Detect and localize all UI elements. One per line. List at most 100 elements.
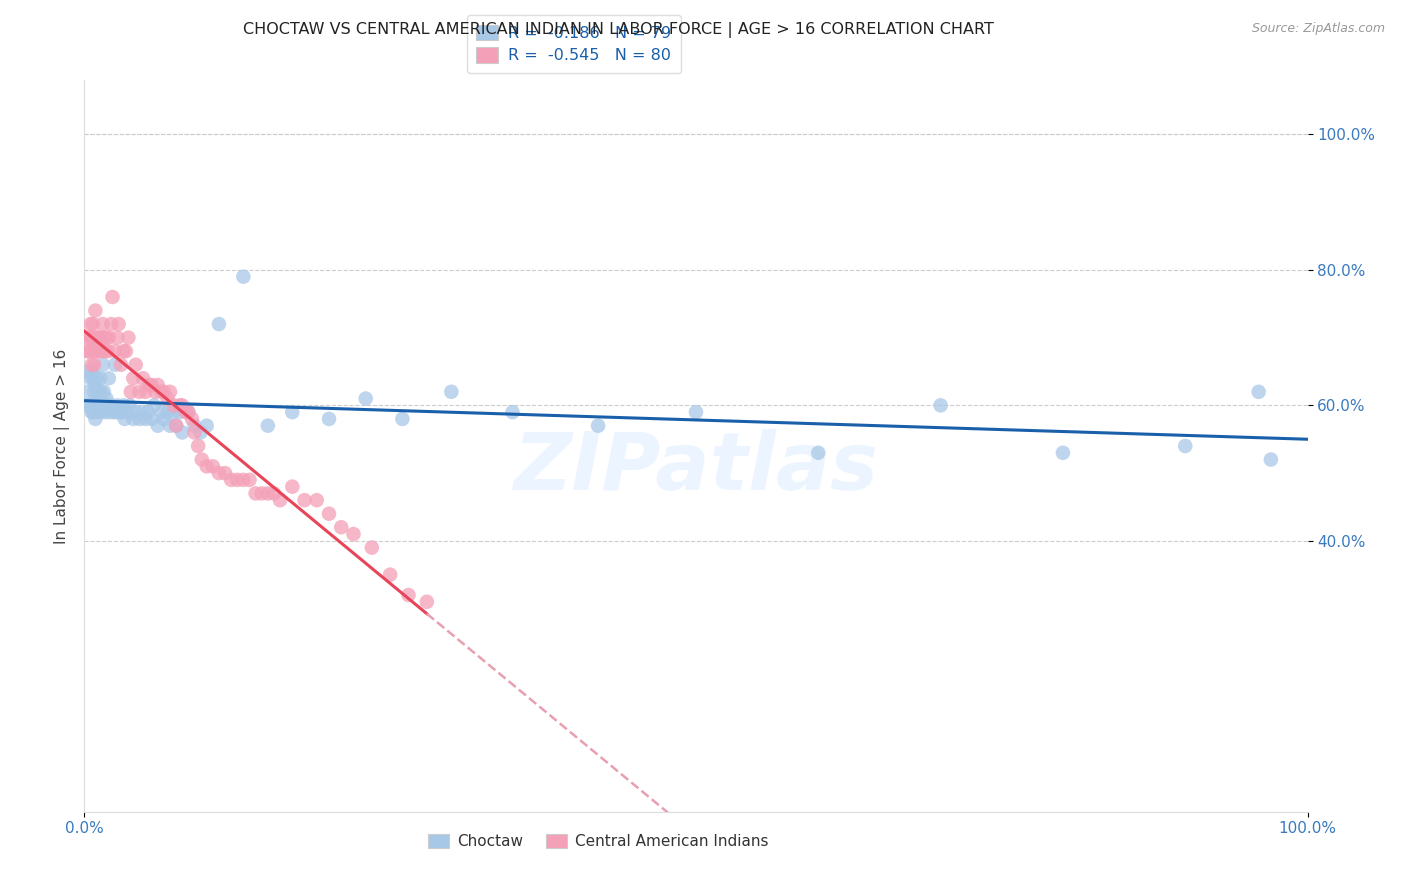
Point — [101, 290, 124, 304]
Point — [87, 398, 110, 412]
Point — [80, 358, 103, 372]
Point — [90, 344, 112, 359]
Point — [83, 331, 105, 345]
Point — [89, 331, 111, 345]
Point — [294, 493, 316, 508]
Point — [163, 405, 186, 419]
Point — [208, 317, 231, 331]
Point — [96, 392, 118, 406]
Point — [269, 493, 291, 508]
Point — [112, 344, 135, 359]
Point — [398, 588, 420, 602]
Point — [86, 392, 108, 406]
Point — [83, 398, 105, 412]
Point — [360, 541, 382, 555]
Point — [159, 384, 181, 399]
Point — [165, 418, 187, 433]
Point — [117, 331, 139, 345]
Point — [79, 371, 101, 385]
Point — [120, 384, 142, 399]
Point — [77, 364, 100, 378]
Point — [135, 412, 157, 426]
Point — [104, 344, 127, 359]
Y-axis label: In Labor Force | Age > 16: In Labor Force | Age > 16 — [55, 349, 70, 543]
Point — [141, 378, 163, 392]
Point — [177, 405, 200, 419]
Point — [169, 405, 191, 419]
Point — [146, 418, 169, 433]
Point — [219, 473, 242, 487]
Point — [84, 378, 107, 392]
Point — [318, 507, 340, 521]
Point — [97, 331, 120, 345]
Point — [89, 371, 111, 385]
Point — [141, 412, 163, 426]
Point — [125, 405, 148, 419]
Point — [226, 473, 249, 487]
Point — [97, 371, 120, 385]
Point — [128, 384, 150, 399]
Point — [118, 398, 141, 412]
Point — [107, 317, 129, 331]
Point — [143, 384, 166, 399]
Point — [79, 398, 101, 412]
Point — [1174, 439, 1197, 453]
Point — [112, 398, 135, 412]
Point — [79, 331, 101, 345]
Point — [107, 405, 129, 419]
Point — [214, 466, 236, 480]
Point — [150, 405, 173, 419]
Point — [172, 425, 194, 440]
Point — [104, 358, 127, 372]
Point — [172, 398, 194, 412]
Point — [380, 567, 402, 582]
Point — [163, 398, 186, 412]
Text: ZIPatlas: ZIPatlas — [513, 429, 879, 507]
Point — [82, 317, 104, 331]
Point — [318, 412, 340, 426]
Point — [150, 384, 173, 399]
Point — [90, 384, 112, 399]
Point — [128, 412, 150, 426]
Point — [146, 378, 169, 392]
Point — [440, 384, 463, 399]
Point — [122, 412, 145, 426]
Point — [87, 405, 110, 419]
Point — [80, 364, 103, 378]
Point — [77, 398, 100, 412]
Point — [159, 418, 181, 433]
Point — [187, 439, 209, 453]
Point — [86, 371, 108, 385]
Point — [191, 452, 214, 467]
Point — [82, 344, 104, 359]
Point — [586, 418, 609, 433]
Point — [82, 371, 104, 385]
Point — [190, 425, 212, 440]
Point — [156, 405, 179, 419]
Point — [76, 384, 98, 399]
Point — [91, 405, 114, 419]
Point — [115, 344, 138, 359]
Point — [94, 344, 117, 359]
Point — [100, 398, 122, 412]
Point — [105, 331, 128, 345]
Point — [354, 392, 377, 406]
Point — [153, 412, 176, 426]
Point — [97, 344, 120, 359]
Point — [807, 446, 830, 460]
Point — [83, 358, 105, 372]
Point — [98, 398, 121, 412]
Point — [281, 480, 304, 494]
Point — [305, 493, 328, 508]
Point — [156, 392, 179, 406]
Point — [89, 398, 111, 412]
Point — [79, 317, 101, 331]
Point — [250, 486, 273, 500]
Point — [93, 384, 115, 399]
Point — [143, 398, 166, 412]
Point — [86, 344, 108, 359]
Point — [110, 405, 132, 419]
Point — [195, 418, 218, 433]
Point — [110, 358, 132, 372]
Point — [105, 405, 128, 419]
